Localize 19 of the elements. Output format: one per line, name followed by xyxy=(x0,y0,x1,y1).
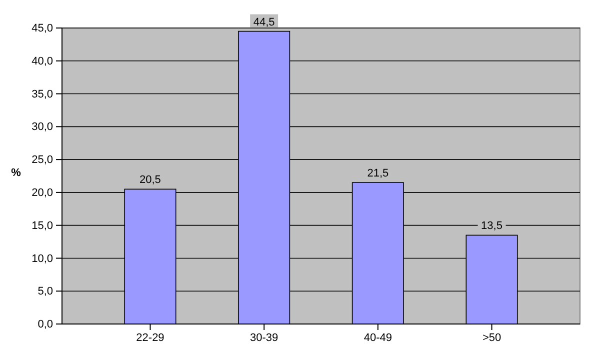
y-tick-label: 15,0 xyxy=(32,220,53,232)
y-tick-label: 5,0 xyxy=(38,286,53,298)
data-label: 20,5 xyxy=(140,174,161,186)
y-tick-label: 35,0 xyxy=(32,88,53,100)
y-tick-label: 40,0 xyxy=(32,55,53,68)
x-tick-label: >50 xyxy=(482,332,502,344)
x-tick-label: 40-49 xyxy=(364,332,392,344)
x-tick-label: 30-39 xyxy=(250,332,278,344)
y-tick-label: 25,0 xyxy=(32,154,53,166)
data-label: 13,5 xyxy=(481,220,502,232)
y-tick-label: 45,0 xyxy=(32,22,53,35)
data-label: 21,5 xyxy=(367,168,389,180)
data-label: 44,5 xyxy=(253,16,275,28)
y-tick-label: 10,0 xyxy=(32,252,53,265)
y-axis-title: % xyxy=(11,167,22,179)
y-tick-label: 30,0 xyxy=(32,121,53,134)
y-tick-label: 20,0 xyxy=(32,186,53,199)
x-tick-label: 22-29 xyxy=(136,332,164,344)
y-tick-label: 0,0 xyxy=(38,318,53,331)
